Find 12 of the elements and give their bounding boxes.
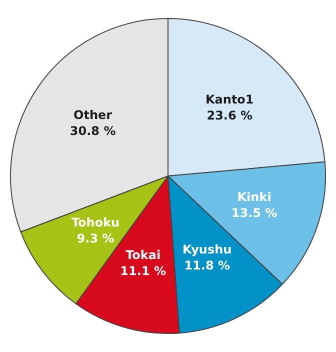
slice-label: Kyushu xyxy=(182,242,232,257)
data-label: 9.3 % xyxy=(76,232,114,246)
data-label: 11.1 % xyxy=(120,264,166,278)
data-label: 30.8 % xyxy=(70,124,116,138)
data-label: 11.8 % xyxy=(184,258,230,273)
slice-label: Kanto1 xyxy=(206,92,254,107)
data-label: 23.6 % xyxy=(206,108,253,123)
slice-label: Tokai xyxy=(126,248,161,262)
data-label: 13.5 % xyxy=(231,206,278,220)
slice-label: Kinki xyxy=(237,190,272,204)
slice-label: Tohoku xyxy=(71,216,120,230)
slice-label: Other xyxy=(74,108,112,122)
